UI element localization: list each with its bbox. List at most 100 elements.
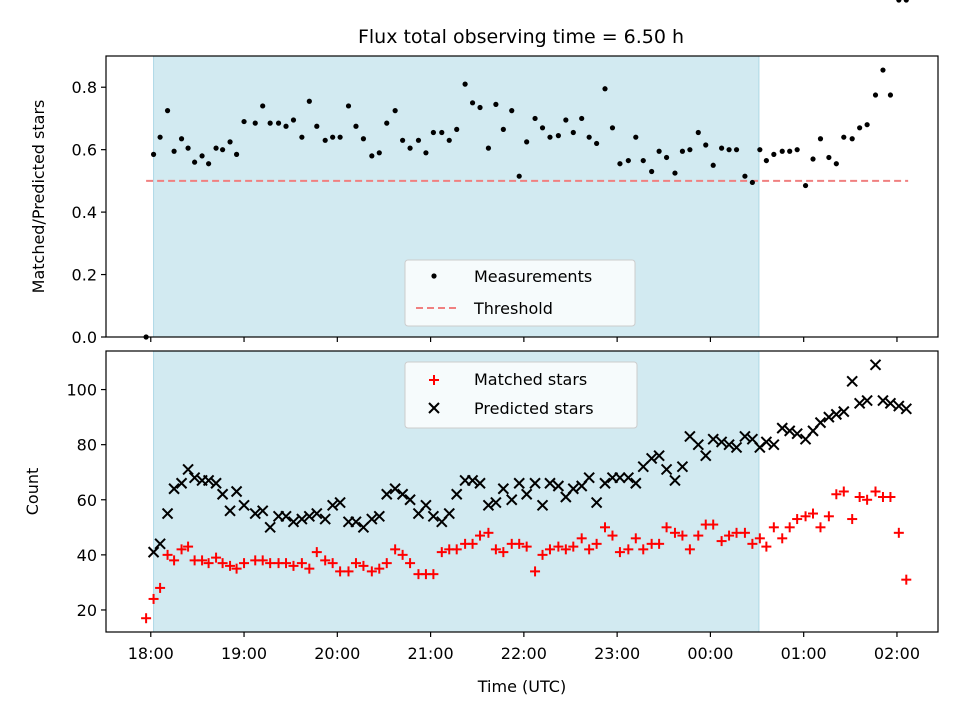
- predicted-star-point: [474, 477, 486, 489]
- measurement-point: [213, 145, 219, 151]
- predicted-star-point: [739, 430, 751, 443]
- bottom-y-tick-label: 20: [77, 601, 97, 620]
- matched-star-point: [451, 544, 462, 555]
- matched-star-point: [490, 544, 501, 555]
- x-tick-label: 01:00: [781, 644, 827, 663]
- x-tick-label: 02:00: [874, 644, 920, 663]
- predicted-star-point: [381, 488, 393, 500]
- x-tick-label: 19:00: [221, 644, 267, 663]
- measurement-point: [345, 103, 352, 109]
- predicted-star-point: [451, 488, 463, 500]
- measurement-point: [415, 137, 422, 143]
- matched-star-point: [374, 563, 385, 574]
- predicted-star-point: [715, 436, 728, 448]
- measurement-point: [360, 136, 367, 142]
- measurement-point: [322, 137, 328, 143]
- predicted-star-point: [482, 499, 495, 511]
- matched-star-point: [311, 547, 322, 558]
- measurement-point: [779, 148, 785, 154]
- measurement-point: [679, 148, 686, 154]
- measurement-point: [267, 120, 273, 126]
- matched-star-point: [521, 541, 532, 552]
- predicted-star-point: [216, 488, 229, 500]
- measurement-point: [462, 81, 468, 87]
- measurement-point: [810, 156, 816, 162]
- matched-star-point: [537, 549, 548, 560]
- top-y-tick-label: 0.6: [72, 141, 97, 160]
- top-legend: Measurements Threshold: [404, 259, 636, 327]
- measurement-point: [841, 134, 847, 140]
- predicted-star-point: [877, 394, 889, 407]
- bottom-y-tick-label: 60: [77, 491, 97, 510]
- matched-star-point: [870, 486, 881, 497]
- matched-star-point: [739, 527, 750, 538]
- measurement-point: [663, 154, 670, 161]
- matched-star-point: [654, 538, 665, 549]
- measurement-points: [143, 0, 909, 340]
- chart-title: Flux total observing time = 6.50 h: [358, 26, 684, 48]
- matched-star-point: [576, 533, 587, 544]
- top-y-tick-label: 0.0: [72, 328, 97, 347]
- predicted-star-point: [497, 483, 510, 495]
- predicted-star-point: [614, 472, 626, 484]
- measurement-point: [219, 147, 226, 153]
- measurement-point: [887, 92, 894, 98]
- measurement-point: [206, 161, 212, 167]
- measurement-point: [563, 117, 569, 123]
- measurement-point: [763, 157, 769, 164]
- predicted-star-point: [630, 477, 642, 489]
- measurement-point: [353, 123, 359, 129]
- matched-star-point: [716, 536, 727, 547]
- predicted-star-point: [783, 425, 796, 437]
- legend-measurements-label: Measurements: [474, 267, 592, 286]
- matched-star-point: [661, 522, 672, 533]
- predicted-star-point: [776, 422, 788, 434]
- measurement-point: [446, 137, 452, 143]
- matched-star-point: [390, 544, 401, 555]
- measurement-point: [757, 147, 763, 153]
- measurement-point: [290, 117, 297, 123]
- predicted-star-point: [427, 510, 440, 523]
- measurement-point: [283, 123, 289, 129]
- matched-star-point: [754, 533, 765, 544]
- matched-star-point: [823, 511, 834, 522]
- predicted-star-point: [311, 507, 323, 520]
- measurement-point: [469, 100, 476, 106]
- predicted-star-point: [692, 438, 704, 451]
- measurement-point: [423, 150, 429, 156]
- matched-star-point: [203, 558, 214, 569]
- matched-star-point: [483, 527, 494, 538]
- matched-star-point: [343, 566, 354, 577]
- predicted-star-point: [264, 521, 276, 534]
- top-y-tick-label: 0.4: [72, 203, 97, 222]
- measurement-point: [896, 0, 902, 3]
- measurement-point: [392, 108, 398, 114]
- measurement-point: [439, 129, 445, 136]
- matched-star-point: [239, 558, 250, 569]
- measurement-point: [407, 145, 413, 151]
- measurement-point: [539, 125, 546, 131]
- bottom-y-axis-label: Count: [23, 468, 42, 516]
- matched-star-point: [800, 511, 811, 522]
- legend-matched-label: Matched stars: [474, 370, 587, 389]
- matched-star-point: [366, 566, 377, 577]
- legend-threshold-label: Threshold: [473, 299, 553, 318]
- matched-star-point: [684, 544, 695, 555]
- predicted-star-point: [175, 477, 188, 489]
- top-y-tick-label: 0.8: [72, 78, 97, 97]
- measurement-point: [233, 151, 240, 157]
- matched-star-point: [281, 558, 292, 569]
- predicted-star-point: [319, 513, 331, 525]
- measurement-point: [649, 168, 655, 175]
- predicted-star-point: [350, 516, 362, 528]
- matched-star-point: [475, 530, 486, 541]
- measurement-point: [802, 182, 809, 189]
- matched-star-point: [584, 544, 595, 555]
- bottom-panel: 20 40 60 80 100 18:00 19:00 20:00 21:00 22:00 23:…: [23, 350, 939, 696]
- predicted-star-point: [700, 449, 712, 462]
- matched-star-point: [296, 558, 307, 569]
- measurement-point: [579, 115, 585, 122]
- top-panel: 0.00.20.40.60.8 Matched/Predicted stars …: [29, 0, 939, 347]
- measurement-point: [500, 126, 506, 132]
